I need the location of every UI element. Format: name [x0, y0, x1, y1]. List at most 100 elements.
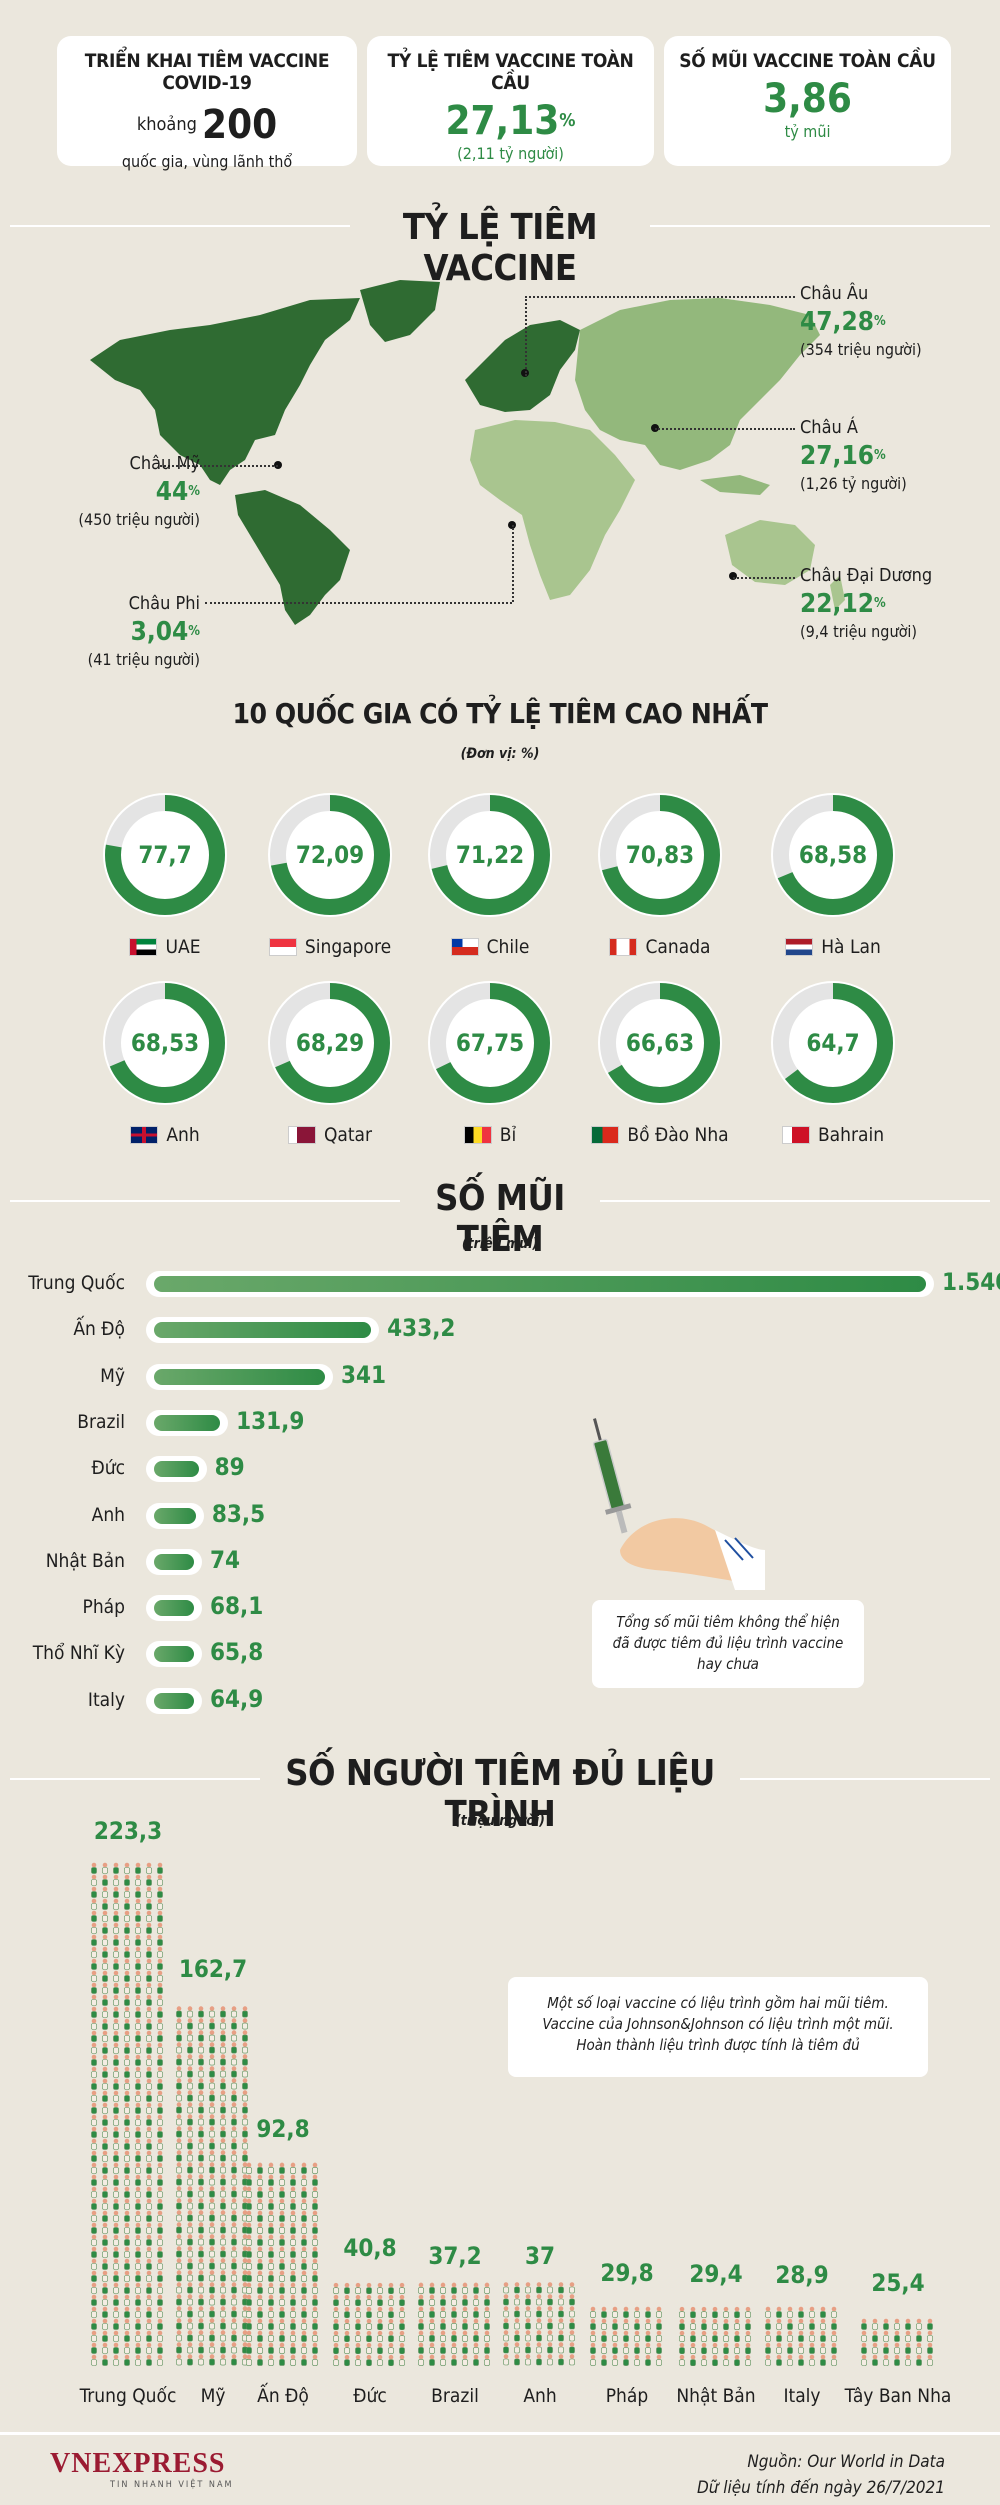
person-head — [91, 1970, 97, 1976]
person-body — [146, 2203, 152, 2210]
person-body — [157, 1963, 163, 1970]
person-head — [157, 2234, 163, 2240]
person-head — [246, 2198, 252, 2204]
person-body — [355, 2299, 361, 2306]
person-body — [102, 2071, 108, 2078]
person-body — [102, 2275, 108, 2282]
person-head — [312, 2210, 318, 2216]
person-head — [257, 2186, 263, 2192]
person-head — [220, 2198, 226, 2204]
person-body — [102, 1891, 108, 1898]
person-head — [91, 2234, 97, 2240]
person-body — [451, 2359, 457, 2366]
person-head — [124, 2342, 130, 2348]
person-head — [124, 2306, 130, 2312]
person-body — [91, 1951, 97, 1958]
person-head — [102, 2246, 108, 2252]
person-body — [257, 2179, 263, 2186]
person-head — [113, 2270, 119, 2276]
person-head — [916, 2318, 922, 2324]
person-body — [198, 2131, 204, 2138]
person-body — [257, 2335, 263, 2342]
person-head — [861, 2354, 867, 2360]
person-head — [135, 2282, 141, 2288]
person-body — [157, 2347, 163, 2354]
person-head — [135, 1934, 141, 1940]
person-body — [290, 2167, 296, 2174]
person-body — [124, 2275, 130, 2282]
person-body — [198, 2191, 204, 2198]
person-head — [135, 2234, 141, 2240]
person-body — [135, 2047, 141, 2054]
person-body — [113, 2023, 119, 2030]
person-head — [146, 2354, 152, 2360]
person-body — [198, 2239, 204, 2246]
person-head — [176, 2042, 182, 2048]
person-body — [124, 2191, 130, 2198]
person-head — [113, 2354, 119, 2360]
person-body — [135, 2287, 141, 2294]
person-body — [220, 2359, 226, 2366]
person-head — [312, 2162, 318, 2168]
country-name: Bỉ — [499, 1124, 517, 1146]
person-body — [176, 2023, 182, 2030]
person-head — [231, 2090, 237, 2096]
person-body — [209, 2023, 215, 2030]
person-head — [220, 2222, 226, 2228]
person-head — [503, 2354, 509, 2360]
person-head — [176, 2246, 182, 2252]
person-head — [91, 2318, 97, 2324]
person-head — [91, 2006, 97, 2012]
person-head — [569, 2318, 575, 2324]
person-head — [242, 2270, 248, 2276]
person-body — [257, 2359, 263, 2366]
person-head — [102, 1898, 108, 1904]
person-head — [102, 2162, 108, 2168]
person-body — [787, 2347, 793, 2354]
bar-value-label: 64,9 — [210, 1684, 264, 1713]
person-body — [558, 2335, 564, 2342]
person-body — [231, 2023, 237, 2030]
person-body — [135, 2347, 141, 2354]
person-body — [91, 2095, 97, 2102]
person-body — [220, 2347, 226, 2354]
person-head — [209, 2258, 215, 2264]
person-head — [242, 2174, 248, 2180]
person-head — [344, 2354, 350, 2360]
person-head — [257, 2258, 263, 2264]
person-body — [135, 2011, 141, 2018]
person-body — [290, 2203, 296, 2210]
person-body — [187, 2191, 193, 2198]
stat-card-countries: TRIỂN KHAI TIÊM VACCINE COVID-19 khoảng … — [57, 36, 357, 171]
person-head — [124, 1982, 130, 1988]
person-body — [157, 2287, 163, 2294]
person-head — [484, 2294, 490, 2300]
person-body — [146, 2083, 152, 2090]
person-head — [124, 1862, 130, 1868]
person-body — [209, 2335, 215, 2342]
person-body — [209, 2059, 215, 2066]
person-head — [558, 2318, 564, 2324]
vnexpress-logo: VNEXPRESS TIN NHANH VIỆT NAM — [50, 2448, 234, 2490]
person-head — [399, 2318, 405, 2324]
person-head — [157, 2342, 163, 2348]
person-body — [157, 2191, 163, 2198]
person-head — [157, 1970, 163, 1976]
leader-africa — [205, 602, 512, 604]
person-body — [113, 2203, 119, 2210]
person-head — [690, 2306, 696, 2312]
person-body — [679, 2311, 685, 2318]
person-body — [623, 2323, 629, 2330]
person-body — [312, 2275, 318, 2282]
person-head — [146, 2294, 152, 2300]
person-body — [220, 2083, 226, 2090]
person-head — [113, 1970, 119, 1976]
person-head — [723, 2354, 729, 2360]
person-body — [135, 2119, 141, 2126]
person-body — [157, 2239, 163, 2246]
person-body — [569, 2287, 575, 2294]
person-head — [451, 2354, 457, 2360]
person-body — [176, 2359, 182, 2366]
person-head — [377, 2294, 383, 2300]
person-body — [91, 2107, 97, 2114]
